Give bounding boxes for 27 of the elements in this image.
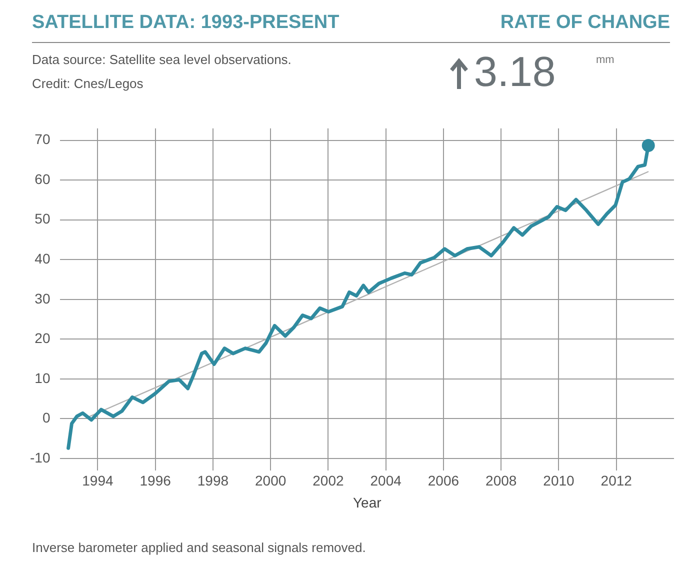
y-tick-label: 0	[42, 410, 50, 426]
y-tick-label: 30	[34, 290, 50, 306]
y-tick-label: 20	[34, 330, 50, 346]
text: RATE OF CHANGE	[500, 12, 670, 34]
x-axis-title: Year	[352, 494, 382, 510]
chart-title: SATELLITE DATA: 1993-PRESENT	[32, 12, 340, 34]
x-tick-label: 2004	[370, 472, 402, 489]
text: Inverse barometer applied and seasonal signals removed.	[32, 540, 366, 555]
x-tick-label: 1998	[197, 472, 229, 489]
x-tick-label: 1996	[140, 472, 172, 489]
x-tick-label: 2006	[428, 472, 460, 489]
x-tick-label: 2012	[600, 472, 632, 489]
y-tick-label: -10	[30, 449, 50, 466]
x-tick-label: 2000	[255, 472, 286, 489]
y-tick-label: 60	[34, 170, 50, 187]
source-note: Data source: Satellite sea level observations.	[32, 52, 292, 67]
x-tick-label: 2008	[486, 472, 517, 489]
x-tick-label: 2002	[312, 472, 344, 489]
y-tick-label: 50	[34, 210, 50, 227]
x-tick-label: 2010	[543, 472, 575, 489]
y-tick-label: 10	[34, 370, 50, 386]
y-tick-label: 40	[34, 250, 50, 266]
text: Credit: Cnes/Legos	[32, 76, 144, 91]
x-tick-label: 1994	[82, 472, 114, 489]
text: mm	[596, 54, 614, 66]
y-tick-label: 70	[34, 131, 50, 148]
text: 3.18	[474, 48, 556, 96]
